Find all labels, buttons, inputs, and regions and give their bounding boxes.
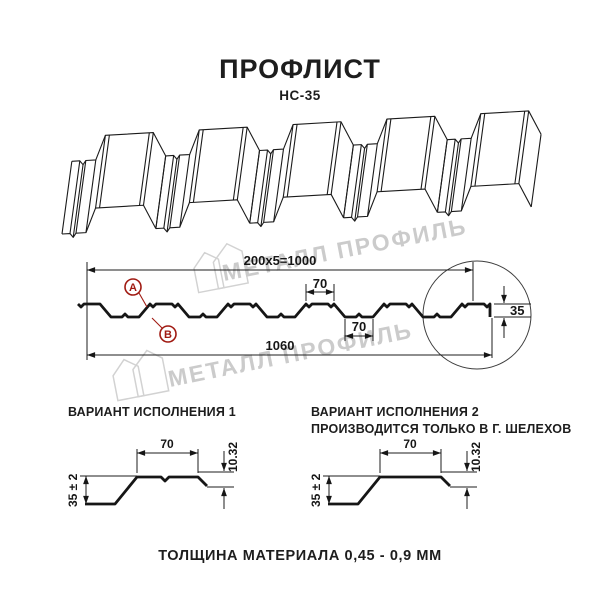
dim-label: 70 bbox=[352, 319, 366, 334]
dim-label: 70 bbox=[313, 276, 327, 291]
dim-label: 35 ± 2 bbox=[66, 473, 80, 507]
variant-2-profile bbox=[328, 475, 451, 506]
page-title: ПРОФЛИСТ bbox=[219, 54, 381, 84]
dim-200x5-1000: 200x5=1000 bbox=[86, 253, 474, 360]
dim-1060: 1060 bbox=[86, 318, 493, 358]
dim-label: 70 bbox=[403, 437, 417, 451]
dim-rib-top-70: 70 bbox=[305, 276, 335, 301]
variant-2-heading-line2: ПРОИЗВОДИТСЯ ТОЛЬКО В Г. ШЕЛЕХОВ bbox=[311, 422, 572, 436]
variant-1-profile bbox=[85, 475, 208, 506]
variant-1-drawing: 35 ± 2 70 10.32 bbox=[66, 437, 240, 509]
brand-logo-watermark-icon bbox=[108, 347, 170, 402]
callout-b: В bbox=[151, 317, 177, 343]
dim-label: 10.32 bbox=[469, 442, 483, 472]
cross-section-view: 200x5=1000 1060 70 70 35 bbox=[77, 253, 532, 370]
variant-2-drawing: 35 ± 2 70 10.32 bbox=[309, 437, 483, 509]
callout-a-label: А bbox=[129, 282, 137, 294]
dim-label: 35 ± 2 bbox=[309, 473, 323, 507]
callout-a: А bbox=[124, 278, 148, 308]
dim-label: 1060 bbox=[266, 338, 295, 353]
variant-2-heading: ВАРИАНТ ИСПОЛНЕНИЯ 2 ПРОИЗВОДИТСЯ ТОЛЬКО… bbox=[311, 404, 571, 438]
variant-1-heading: ВАРИАНТ ИСПОЛНЕНИЯ 1 bbox=[68, 405, 236, 419]
dim-label: 70 bbox=[160, 437, 174, 451]
callout-b-label: В bbox=[164, 329, 172, 341]
dim-label: 35 bbox=[510, 303, 524, 318]
dim-rib-bottom-70: 70 bbox=[344, 319, 374, 341]
profile-outline bbox=[77, 302, 492, 319]
material-thickness-note: ТОЛЩИНА МАТЕРИАЛА 0,45 - 0,9 ММ bbox=[158, 548, 442, 564]
sheet-3d-view bbox=[55, 109, 546, 239]
dim-label: 10.32 bbox=[226, 442, 240, 472]
product-code: НС-35 bbox=[279, 88, 321, 103]
watermark-text: МЕТАЛЛ ПРОФИЛЬ bbox=[166, 317, 415, 392]
variant-2-heading-line1: ВАРИАНТ ИСПОЛНЕНИЯ 2 bbox=[311, 405, 479, 419]
dim-height-35: 35 bbox=[494, 286, 531, 338]
dim-label: 200x5=1000 bbox=[244, 253, 317, 268]
